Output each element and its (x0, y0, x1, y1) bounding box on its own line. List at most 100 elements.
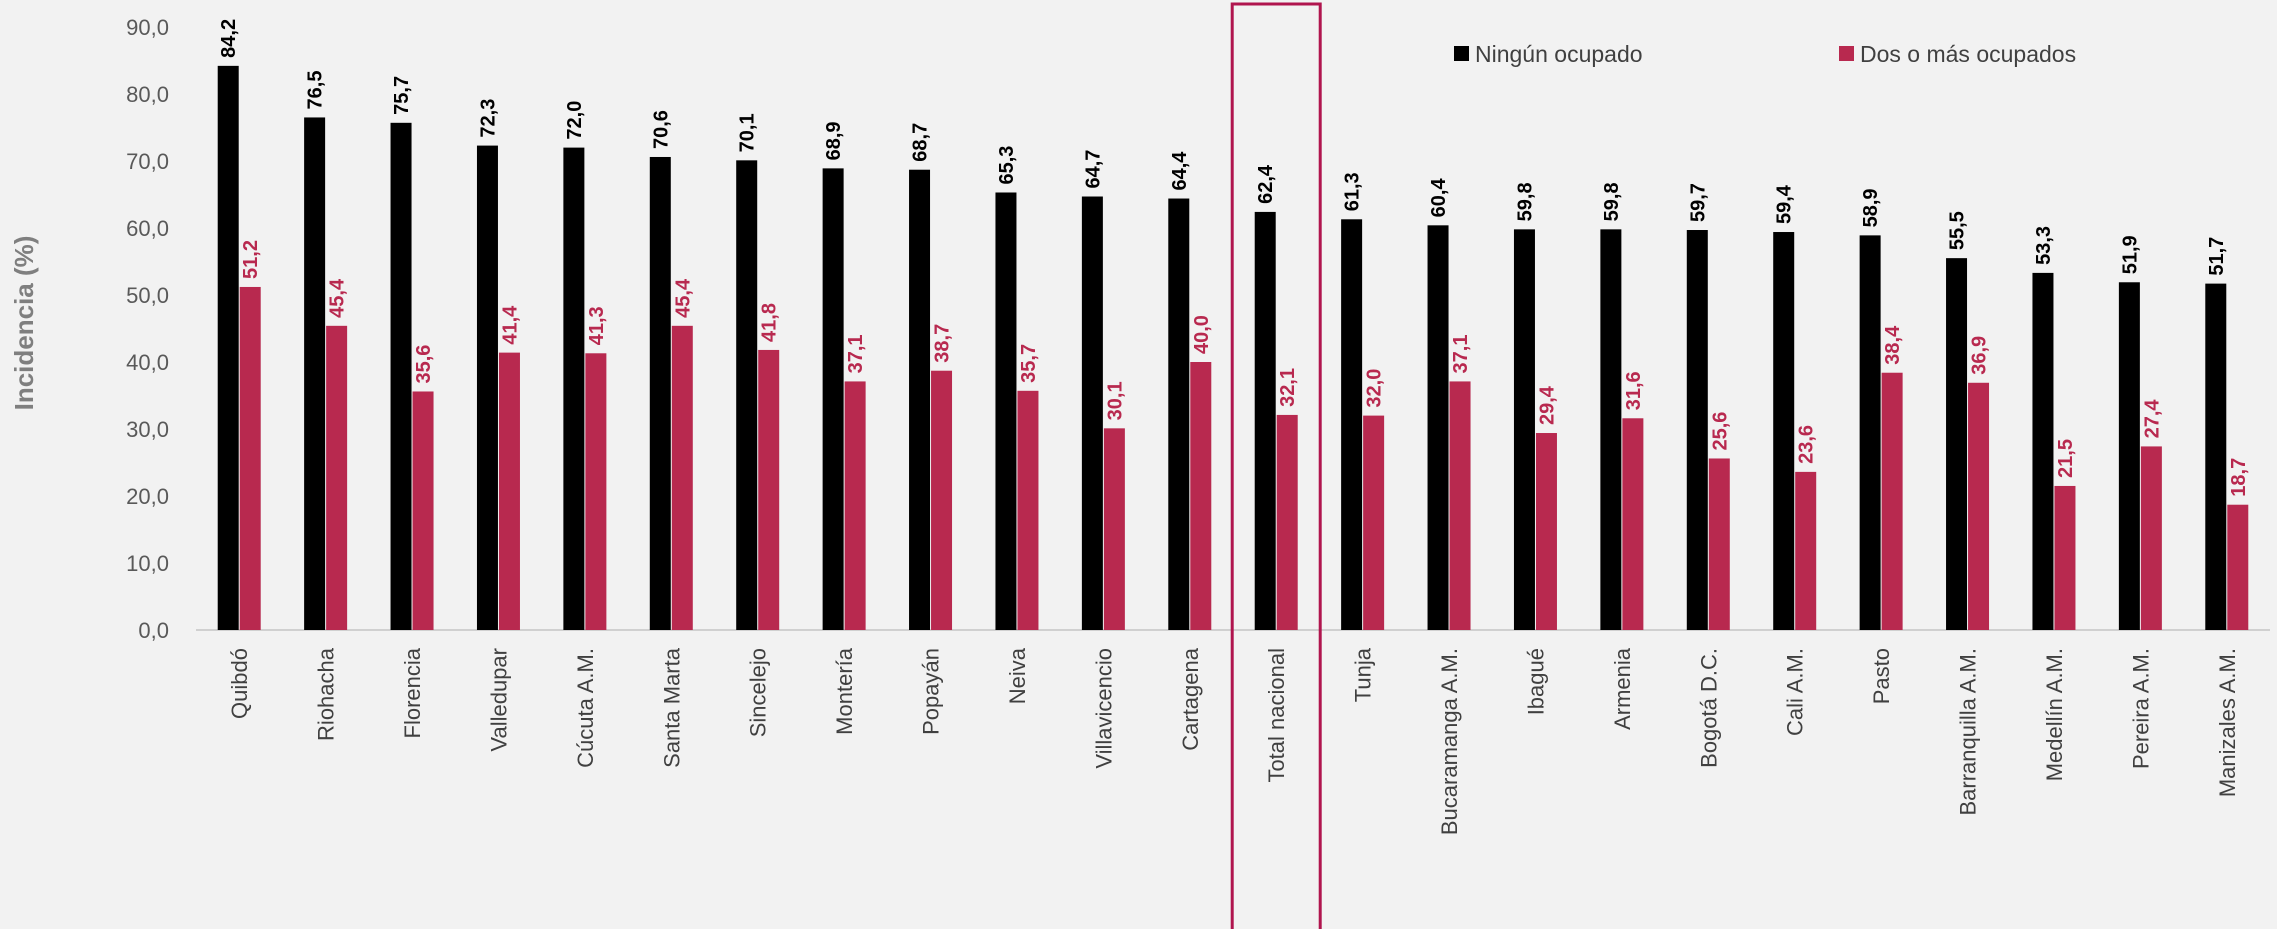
bar-dos-o-mas-ocupados-ibague (1535, 433, 1557, 630)
bar-dos-o-mas-ocupados-cartagena (1190, 362, 1212, 630)
x-tick-label-florencia: Florencia (400, 647, 425, 738)
data-label-ningun-ocupado-valledupar: 72,3 (477, 99, 499, 138)
bar-ningun-ocupado-sincelejo (736, 160, 758, 630)
data-label-dos-o-mas-ocupados-quibdo: 51,2 (240, 240, 262, 279)
data-label-ningun-ocupado-medellin-a-m: 53,3 (2033, 226, 2055, 265)
bar-dos-o-mas-ocupados-santa-marta (671, 325, 693, 630)
bar-ningun-ocupado-valledupar (476, 145, 498, 630)
y-axis-ticks: 0,0 10,0 20,0 30,0 40,0 50,0 60,0 70,0 80,0 90,0 (126, 15, 169, 643)
x-tick-label-monteria: Montería (832, 647, 857, 735)
bar-dos-o-mas-ocupados-villavicencio (1103, 428, 1125, 630)
data-label-dos-o-mas-ocupados-manizales-a-m: 18,7 (2228, 458, 2250, 497)
bar-dos-o-mas-ocupados-armenia (1622, 418, 1644, 630)
data-label-ningun-ocupado-bucaramanga-a-m: 60,4 (1428, 178, 1450, 218)
y-tick-label: 80,0 (126, 82, 169, 107)
bar-ningun-ocupado-armenia (1600, 229, 1622, 630)
bar-dos-o-mas-ocupados-cucuta-a-m (585, 353, 607, 630)
x-tick-label-medellin-a-m: Medellín A.M. (2042, 648, 2067, 781)
bar-ningun-ocupado-tunja (1341, 219, 1363, 631)
data-label-dos-o-mas-ocupados-bogota-d-c: 25,6 (1709, 412, 1731, 451)
x-tick-label-bucaramanga-a-m: Bucaramanga A.M. (1437, 648, 1462, 835)
bar-dos-o-mas-ocupados-valledupar (498, 352, 520, 630)
x-tick-label-armenia: Armenia (1610, 647, 1635, 730)
x-tick-label-pasto: Pasto (1869, 648, 1894, 704)
data-label-dos-o-mas-ocupados-neiva: 35,7 (1018, 344, 1040, 383)
bar-dos-o-mas-ocupados-total-nacional (1276, 414, 1298, 630)
data-label-dos-o-mas-ocupados-barranquilla-a-m: 36,9 (1969, 336, 1991, 375)
bar-dos-o-mas-ocupados-sincelejo (758, 349, 780, 630)
legend: Ningún ocupado Dos o más ocupados (1454, 41, 2076, 67)
y-axis-title: Incidencia (%) (9, 236, 39, 411)
x-tick-label-quibdo: Quibdó (227, 648, 252, 719)
bar-dos-o-mas-ocupados-cali-a-m (1795, 471, 1817, 630)
data-label-ningun-ocupado-neiva: 65,3 (996, 146, 1018, 185)
bar-ningun-ocupado-bucaramanga-a-m (1427, 225, 1449, 630)
data-label-dos-o-mas-ocupados-sincelejo: 41,8 (759, 303, 781, 342)
bar-dos-o-mas-ocupados-florencia (412, 391, 434, 630)
x-tick-label-valledupar: Valledupar (486, 648, 511, 752)
bar-ningun-ocupado-cartagena (1168, 198, 1190, 630)
data-label-ningun-ocupado-cartagena: 64,4 (1169, 151, 1191, 191)
bar-dos-o-mas-ocupados-quibdo (239, 286, 261, 630)
legend-swatch-ningun-ocupado (1454, 46, 1469, 61)
bar-ningun-ocupado-cali-a-m (1773, 232, 1795, 630)
y-tick-label: 40,0 (126, 350, 169, 375)
legend-label-dos-o-mas-ocupados: Dos o más ocupados (1860, 41, 2076, 67)
bar-ningun-ocupado-pasto (1859, 235, 1881, 630)
bar-dos-o-mas-ocupados-monteria (844, 381, 866, 630)
x-tick-label-cali-a-m: Cali A.M. (1783, 648, 1808, 736)
bars-group: 84,2 51,2 76,5 45,4 75,7 35,6 72,3 41,4 72,0 41,3… (217, 19, 2250, 631)
y-tick-label: 70,0 (126, 149, 169, 174)
bar-dos-o-mas-ocupados-manizales-a-m (2227, 504, 2249, 630)
data-label-dos-o-mas-ocupados-cartagena: 40,0 (1191, 315, 1213, 354)
y-tick-label: 20,0 (126, 484, 169, 509)
bar-ningun-ocupado-quibdo (217, 65, 239, 631)
bar-ningun-ocupado-riohacha (304, 117, 326, 630)
data-label-dos-o-mas-ocupados-villavicencio: 30,1 (1104, 381, 1126, 420)
data-label-dos-o-mas-ocupados-total-nacional: 32,1 (1277, 368, 1299, 407)
y-tick-label: 60,0 (126, 216, 169, 241)
data-label-dos-o-mas-ocupados-popayan: 38,7 (932, 324, 954, 363)
data-label-dos-o-mas-ocupados-ibague: 29,4 (1536, 385, 1558, 425)
data-label-ningun-ocupado-santa-marta: 70,6 (650, 110, 672, 149)
data-label-dos-o-mas-ocupados-cali-a-m: 23,6 (1796, 425, 1818, 464)
data-label-ningun-ocupado-cali-a-m: 59,4 (1774, 184, 1796, 224)
data-label-dos-o-mas-ocupados-cucuta-a-m: 41,3 (586, 306, 608, 345)
bar-ningun-ocupado-ibague (1513, 229, 1535, 630)
x-tick-label-cucuta-a-m: Cúcuta A.M. (573, 648, 598, 768)
bar-dos-o-mas-ocupados-pasto (1881, 372, 1903, 630)
bar-dos-o-mas-ocupados-barranquilla-a-m (1968, 382, 1990, 630)
data-label-dos-o-mas-ocupados-monteria: 37,1 (845, 334, 867, 373)
x-tick-label-total-nacional: Total nacional (1264, 648, 1289, 783)
data-label-dos-o-mas-ocupados-pasto: 38,4 (1882, 325, 1904, 365)
x-tick-label-ibague: Ibagué (1523, 648, 1548, 715)
x-tick-label-riohacha: Riohacha (314, 647, 339, 741)
legend-swatch-dos-o-mas-ocupados (1839, 46, 1854, 61)
y-tick-label: 10,0 (126, 551, 169, 576)
data-label-dos-o-mas-ocupados-tunja: 32,0 (1364, 369, 1386, 408)
x-tick-label-manizales-a-m: Manizales A.M. (2215, 648, 2240, 797)
x-tick-label-barranquilla-a-m: Barranquilla A.M. (1956, 648, 1981, 816)
y-tick-label: 50,0 (126, 283, 169, 308)
x-tick-label-neiva: Neiva (1005, 647, 1030, 704)
data-label-ningun-ocupado-total-nacional: 62,4 (1255, 164, 1277, 204)
bar-ningun-ocupado-popayan (909, 169, 931, 630)
bar-dos-o-mas-ocupados-neiva (1017, 390, 1039, 630)
bar-dos-o-mas-ocupados-riohacha (326, 325, 348, 630)
data-label-ningun-ocupado-bogota-d-c: 59,7 (1687, 183, 1709, 222)
data-label-ningun-ocupado-popayan: 68,7 (910, 123, 932, 162)
data-label-ningun-ocupado-ibague: 59,8 (1514, 182, 1536, 221)
bar-ningun-ocupado-santa-marta (649, 156, 671, 631)
bar-ningun-ocupado-bogota-d-c (1686, 230, 1708, 630)
data-label-ningun-ocupado-sincelejo: 70,1 (737, 113, 759, 152)
data-label-dos-o-mas-ocupados-valledupar: 41,4 (499, 305, 521, 345)
y-tick-label: 30,0 (126, 417, 169, 442)
data-label-ningun-ocupado-manizales-a-m: 51,7 (2206, 237, 2228, 276)
bar-dos-o-mas-ocupados-bogota-d-c (1708, 458, 1730, 630)
legend-label-ningun-ocupado: Ningún ocupado (1475, 41, 1643, 67)
y-tick-label: 0,0 (138, 618, 169, 643)
bar-dos-o-mas-ocupados-tunja (1363, 415, 1385, 630)
x-tick-label-sincelejo: Sincelejo (746, 648, 771, 737)
bar-ningun-ocupado-villavicencio (1081, 196, 1103, 630)
data-label-dos-o-mas-ocupados-santa-marta: 45,4 (672, 278, 694, 318)
